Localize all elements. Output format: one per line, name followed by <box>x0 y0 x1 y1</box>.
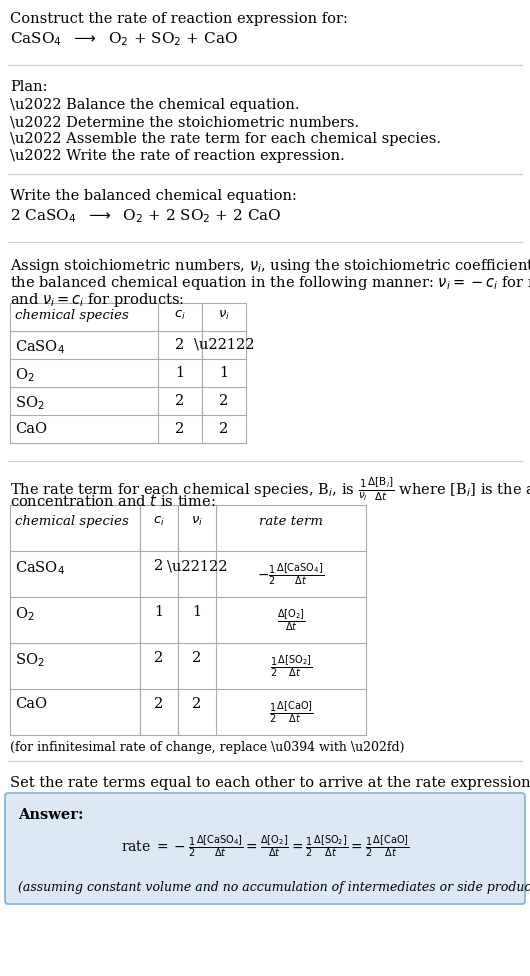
Text: 2: 2 <box>154 651 164 665</box>
Text: Write the balanced chemical equation:: Write the balanced chemical equation: <box>10 189 297 203</box>
Text: SO$_2$: SO$_2$ <box>15 394 45 412</box>
Text: chemical species: chemical species <box>15 515 129 528</box>
Text: \u2022 Balance the chemical equation.: \u2022 Balance the chemical equation. <box>10 98 299 112</box>
Text: $\nu_i$: $\nu_i$ <box>218 309 230 322</box>
Text: 2 CaSO$_4$  $\longrightarrow$  O$_2$ + 2 SO$_2$ + 2 CaO: 2 CaSO$_4$ $\longrightarrow$ O$_2$ + 2 S… <box>10 207 281 224</box>
Text: concentration and $t$ is time:: concentration and $t$ is time: <box>10 493 216 509</box>
Text: $-\frac{1}{2}\frac{\Delta[\mathrm{CaSO_4}]}{\Delta t}$: $-\frac{1}{2}\frac{\Delta[\mathrm{CaSO_4… <box>258 561 324 587</box>
Text: Assign stoichiometric numbers, $\nu_i$, using the stoichiometric coefficients, $: Assign stoichiometric numbers, $\nu_i$, … <box>10 257 530 275</box>
Text: 2: 2 <box>175 422 184 436</box>
Text: O$_2$: O$_2$ <box>15 605 34 623</box>
Text: \u2022 Assemble the rate term for each chemical species.: \u2022 Assemble the rate term for each c… <box>10 132 441 146</box>
Text: 2: 2 <box>154 697 164 711</box>
Text: Plan:: Plan: <box>10 80 48 94</box>
Text: 1: 1 <box>175 366 184 380</box>
Text: (assuming constant volume and no accumulation of intermediates or side products): (assuming constant volume and no accumul… <box>18 881 530 894</box>
Text: $\frac{1}{2}\frac{\Delta[\mathrm{CaO}]}{\Delta t}$: $\frac{1}{2}\frac{\Delta[\mathrm{CaO}]}{… <box>269 699 313 725</box>
Text: CaSO$_4$: CaSO$_4$ <box>15 338 65 355</box>
Text: 2: 2 <box>219 394 228 408</box>
Text: CaSO$_4$: CaSO$_4$ <box>15 559 65 577</box>
Text: $\nu_i$: $\nu_i$ <box>191 515 203 528</box>
Text: rate term: rate term <box>259 515 323 528</box>
Text: CaO: CaO <box>15 697 47 711</box>
Text: 2: 2 <box>219 422 228 436</box>
Text: \u2022 Determine the stoichiometric numbers.: \u2022 Determine the stoichiometric numb… <box>10 115 359 129</box>
Text: $c_i$: $c_i$ <box>174 309 186 322</box>
Text: $c_i$: $c_i$ <box>153 515 165 528</box>
Text: \u22122: \u22122 <box>194 338 254 352</box>
Text: 1: 1 <box>192 605 201 619</box>
Text: rate $= -\frac{1}{2}\frac{\Delta[\mathrm{CaSO_4}]}{\Delta t} = \frac{\Delta[\mat: rate $= -\frac{1}{2}\frac{\Delta[\mathrm… <box>121 834 409 859</box>
Text: 2: 2 <box>192 697 201 711</box>
Text: (for infinitesimal rate of change, replace \u0394 with \u202fd): (for infinitesimal rate of change, repla… <box>10 741 404 754</box>
Text: and $\nu_i = c_i$ for products:: and $\nu_i = c_i$ for products: <box>10 291 184 309</box>
Text: chemical species: chemical species <box>15 309 129 322</box>
Text: CaSO$_4$  $\longrightarrow$  O$_2$ + SO$_2$ + CaO: CaSO$_4$ $\longrightarrow$ O$_2$ + SO$_2… <box>10 30 238 48</box>
Text: 2: 2 <box>192 651 201 665</box>
Text: SO$_2$: SO$_2$ <box>15 651 45 669</box>
Text: $\frac{\Delta[\mathrm{O_2}]}{\Delta t}$: $\frac{\Delta[\mathrm{O_2}]}{\Delta t}$ <box>277 607 305 632</box>
Text: \u2022 Write the rate of reaction expression.: \u2022 Write the rate of reaction expres… <box>10 149 344 163</box>
Text: 2: 2 <box>175 338 184 352</box>
Text: 2: 2 <box>154 559 164 573</box>
Text: 1: 1 <box>154 605 164 619</box>
Text: Answer:: Answer: <box>18 808 84 822</box>
Text: O$_2$: O$_2$ <box>15 366 34 384</box>
Text: Set the rate terms equal to each other to arrive at the rate expression:: Set the rate terms equal to each other t… <box>10 776 530 790</box>
Text: the balanced chemical equation in the following manner: $\nu_i = -c_i$ for react: the balanced chemical equation in the fo… <box>10 274 530 292</box>
Text: 2: 2 <box>175 394 184 408</box>
Text: CaO: CaO <box>15 422 47 436</box>
Text: Construct the rate of reaction expression for:: Construct the rate of reaction expressio… <box>10 12 348 26</box>
FancyBboxPatch shape <box>5 793 525 904</box>
Text: The rate term for each chemical species, B$_i$, is $\frac{1}{\nu_i}\frac{\Delta[: The rate term for each chemical species,… <box>10 476 530 504</box>
Text: $\frac{1}{2}\frac{\Delta[\mathrm{SO_2}]}{\Delta t}$: $\frac{1}{2}\frac{\Delta[\mathrm{SO_2}]}… <box>270 653 312 679</box>
Text: 1: 1 <box>219 366 228 380</box>
Text: \u22122: \u22122 <box>167 559 227 573</box>
